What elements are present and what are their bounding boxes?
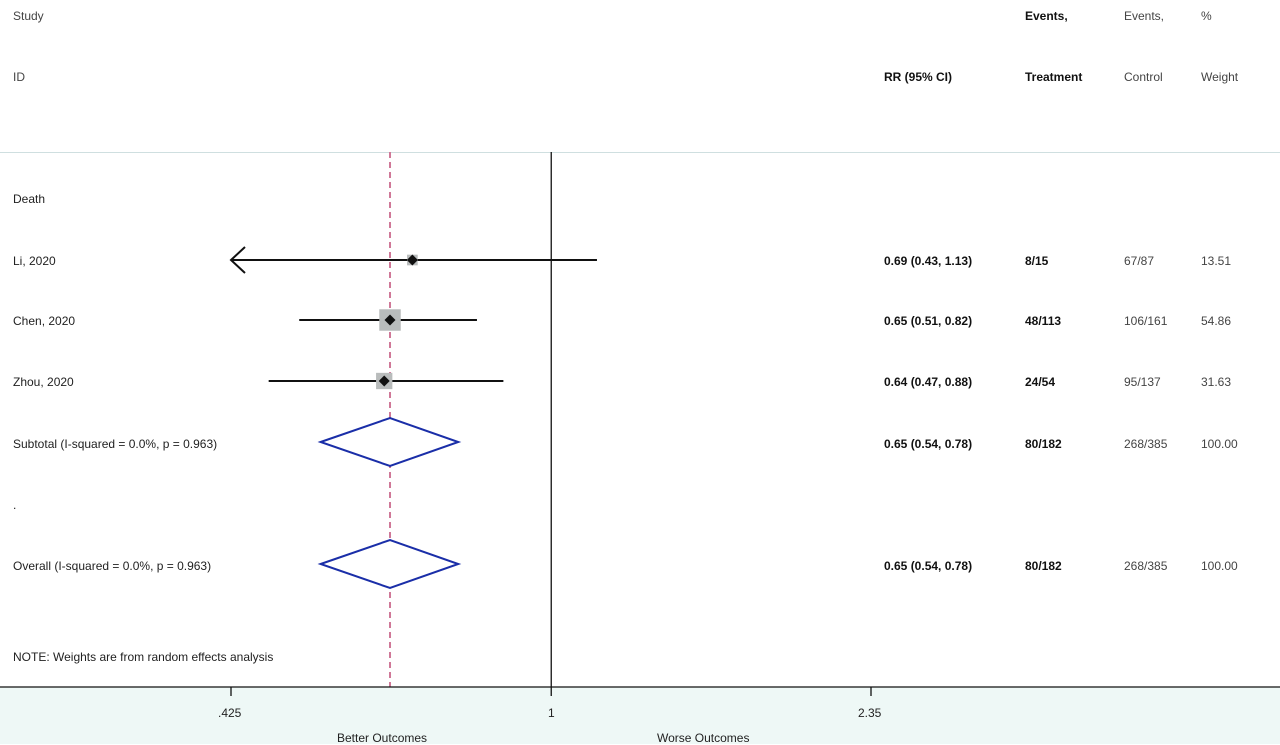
subtotal-treatment-events: 80/182	[1025, 437, 1062, 451]
row-rr: 0.64 (0.47, 0.88)	[884, 375, 973, 389]
header-id: ID	[13, 70, 25, 84]
header-events-control-2: Control	[1124, 70, 1163, 84]
overall-weight: 100.00	[1201, 559, 1238, 573]
row-control-events: 106/161	[1124, 314, 1168, 328]
subtotal-rr: 0.65 (0.54, 0.78)	[884, 437, 973, 451]
axis-background-band	[0, 687, 1280, 744]
row-control-events: 67/87	[1124, 254, 1155, 268]
study-point-estimate	[378, 375, 390, 387]
row-label: Chen, 2020	[13, 314, 76, 328]
row-rr: 0.65 (0.51, 0.82)	[884, 314, 973, 328]
x-left-outcome-label: Better Outcomes	[337, 731, 428, 745]
row-weight: 13.51	[1201, 254, 1232, 268]
header-events-treatment-2: Treatment	[1025, 70, 1083, 84]
subtotal-label: Subtotal (I-squared = 0.0%, p = 0.963)	[13, 437, 218, 451]
row-treatment-events: 24/54	[1025, 375, 1056, 389]
row-treatment-events: 48/113	[1025, 314, 1062, 328]
row-treatment-events: 8/15	[1025, 254, 1049, 268]
overall-diamond	[317, 538, 462, 590]
x-tick-label: 1	[548, 706, 555, 720]
subtotal-weight: 100.00	[1201, 437, 1238, 451]
row-weight: 54.86	[1201, 314, 1232, 328]
header-weight-1: %	[1201, 9, 1212, 23]
footnote: NOTE: Weights are from random effects an…	[13, 650, 274, 664]
x-right-outcome-label: Worse Outcomes	[657, 731, 750, 745]
x-tick-label: 2.35	[858, 706, 882, 720]
header-events-control-1: Events,	[1124, 9, 1165, 23]
row-label: Zhou, 2020	[13, 375, 74, 389]
spacer-dot: .	[13, 498, 17, 512]
subtotal-diamond	[317, 416, 462, 468]
overall-treatment-events: 80/182	[1025, 559, 1062, 573]
header-divider	[0, 152, 1280, 153]
truncated-ci-arrow	[229, 246, 246, 274]
header-weight-2: Weight	[1201, 70, 1239, 84]
study-point-estimate	[406, 254, 418, 266]
x-tick-label: .425	[218, 706, 242, 720]
header-events-treatment-1: Events,	[1025, 9, 1068, 23]
overall-label: Overall (I-squared = 0.0%, p = 0.963)	[13, 559, 212, 573]
header-rr: RR (95% CI)	[884, 70, 953, 84]
row-weight: 31.63	[1201, 375, 1232, 389]
group-label: Death	[13, 192, 46, 206]
row-control-events: 95/137	[1124, 375, 1161, 389]
row-rr: 0.69 (0.43, 1.13)	[884, 254, 973, 268]
row-label: Li, 2020	[13, 254, 56, 268]
overall-rr: 0.65 (0.54, 0.78)	[884, 559, 973, 573]
subtotal-control-events: 268/385	[1124, 437, 1168, 451]
study-point-estimate	[384, 314, 396, 326]
header-study: Study	[13, 9, 44, 23]
overall-control-events: 268/385	[1124, 559, 1168, 573]
